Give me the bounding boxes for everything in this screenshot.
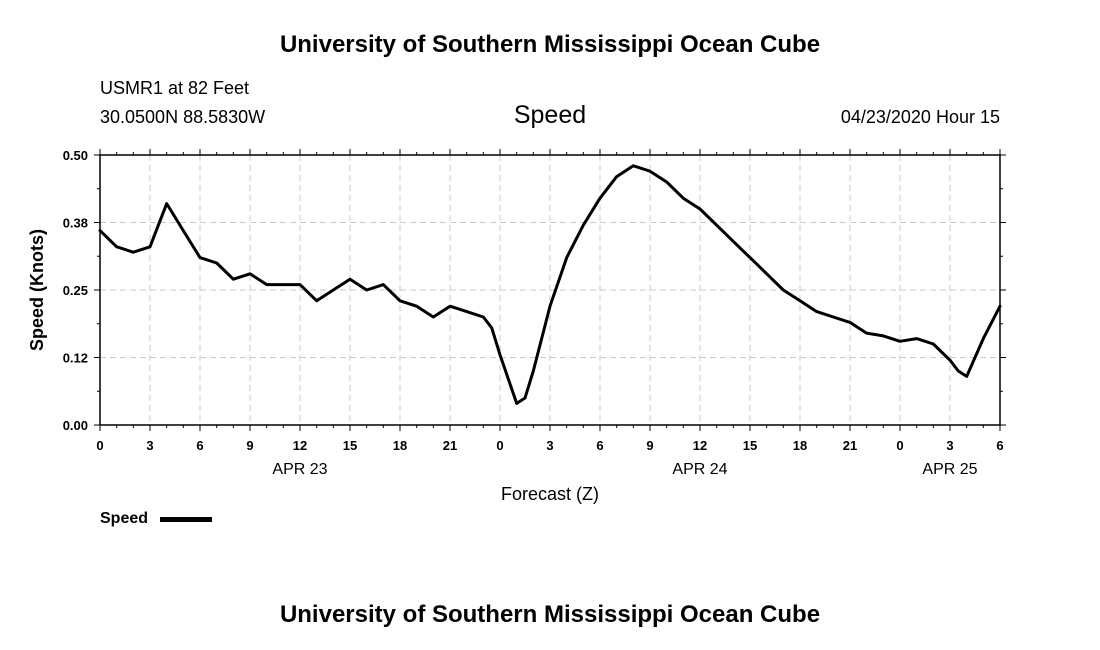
x-tick-label: 15 [343, 438, 357, 453]
datetime-label: 04/23/2020 Hour 15 [840, 107, 1000, 127]
x-tick-label: 3 [546, 438, 553, 453]
speed-series-line [98, 164, 1002, 405]
plot-frame [99, 154, 1001, 426]
x-tick-label: 3 [146, 438, 153, 453]
x-tick-label: 9 [646, 438, 653, 453]
date-label: APR 24 [672, 461, 727, 478]
x-tick-label: 0 [496, 438, 503, 453]
x-tick-label: 21 [843, 438, 857, 453]
x-tick-label: 0 [96, 438, 103, 453]
y-axis-title: Speed (Knots) [27, 229, 47, 351]
x-tick-label: 3 [946, 438, 953, 453]
footer-title: University of Southern Mississippi Ocean… [279, 601, 821, 628]
x-tick-label: 9 [246, 438, 253, 453]
x-tick-label: 12 [293, 438, 307, 453]
x-tick-label: 18 [793, 438, 807, 453]
y-tick-label: 0.50 [63, 148, 88, 163]
x-axis-title: Forecast (Z) [501, 484, 599, 504]
date-label: APR 23 [272, 461, 327, 478]
station-label: USMR1 at 82 Feet [100, 78, 250, 98]
metric-label: Speed [513, 101, 587, 129]
y-tick-label: 0.38 [63, 216, 88, 231]
x-tick-label: 6 [996, 438, 1003, 453]
x-tick-label: 12 [693, 438, 707, 453]
x-tick-label: 21 [443, 438, 457, 453]
y-tick-label: 0.25 [63, 283, 88, 298]
chart-title: University of Southern Mississippi Ocean… [279, 31, 821, 58]
x-tick-label: 18 [393, 438, 407, 453]
y-tick-label: 0.12 [63, 351, 88, 366]
x-tick-label: 0 [896, 438, 903, 453]
legend-swatch [160, 517, 212, 522]
legend-label: Speed [100, 510, 149, 527]
coordinates-label: 30.0500N 88.5830W [100, 107, 266, 127]
x-tick-label: 15 [743, 438, 757, 453]
y-tick-label: 0.00 [63, 418, 88, 433]
x-tick-label: 6 [596, 438, 603, 453]
date-label: APR 25 [922, 461, 977, 478]
x-tick-label: 6 [196, 438, 203, 453]
